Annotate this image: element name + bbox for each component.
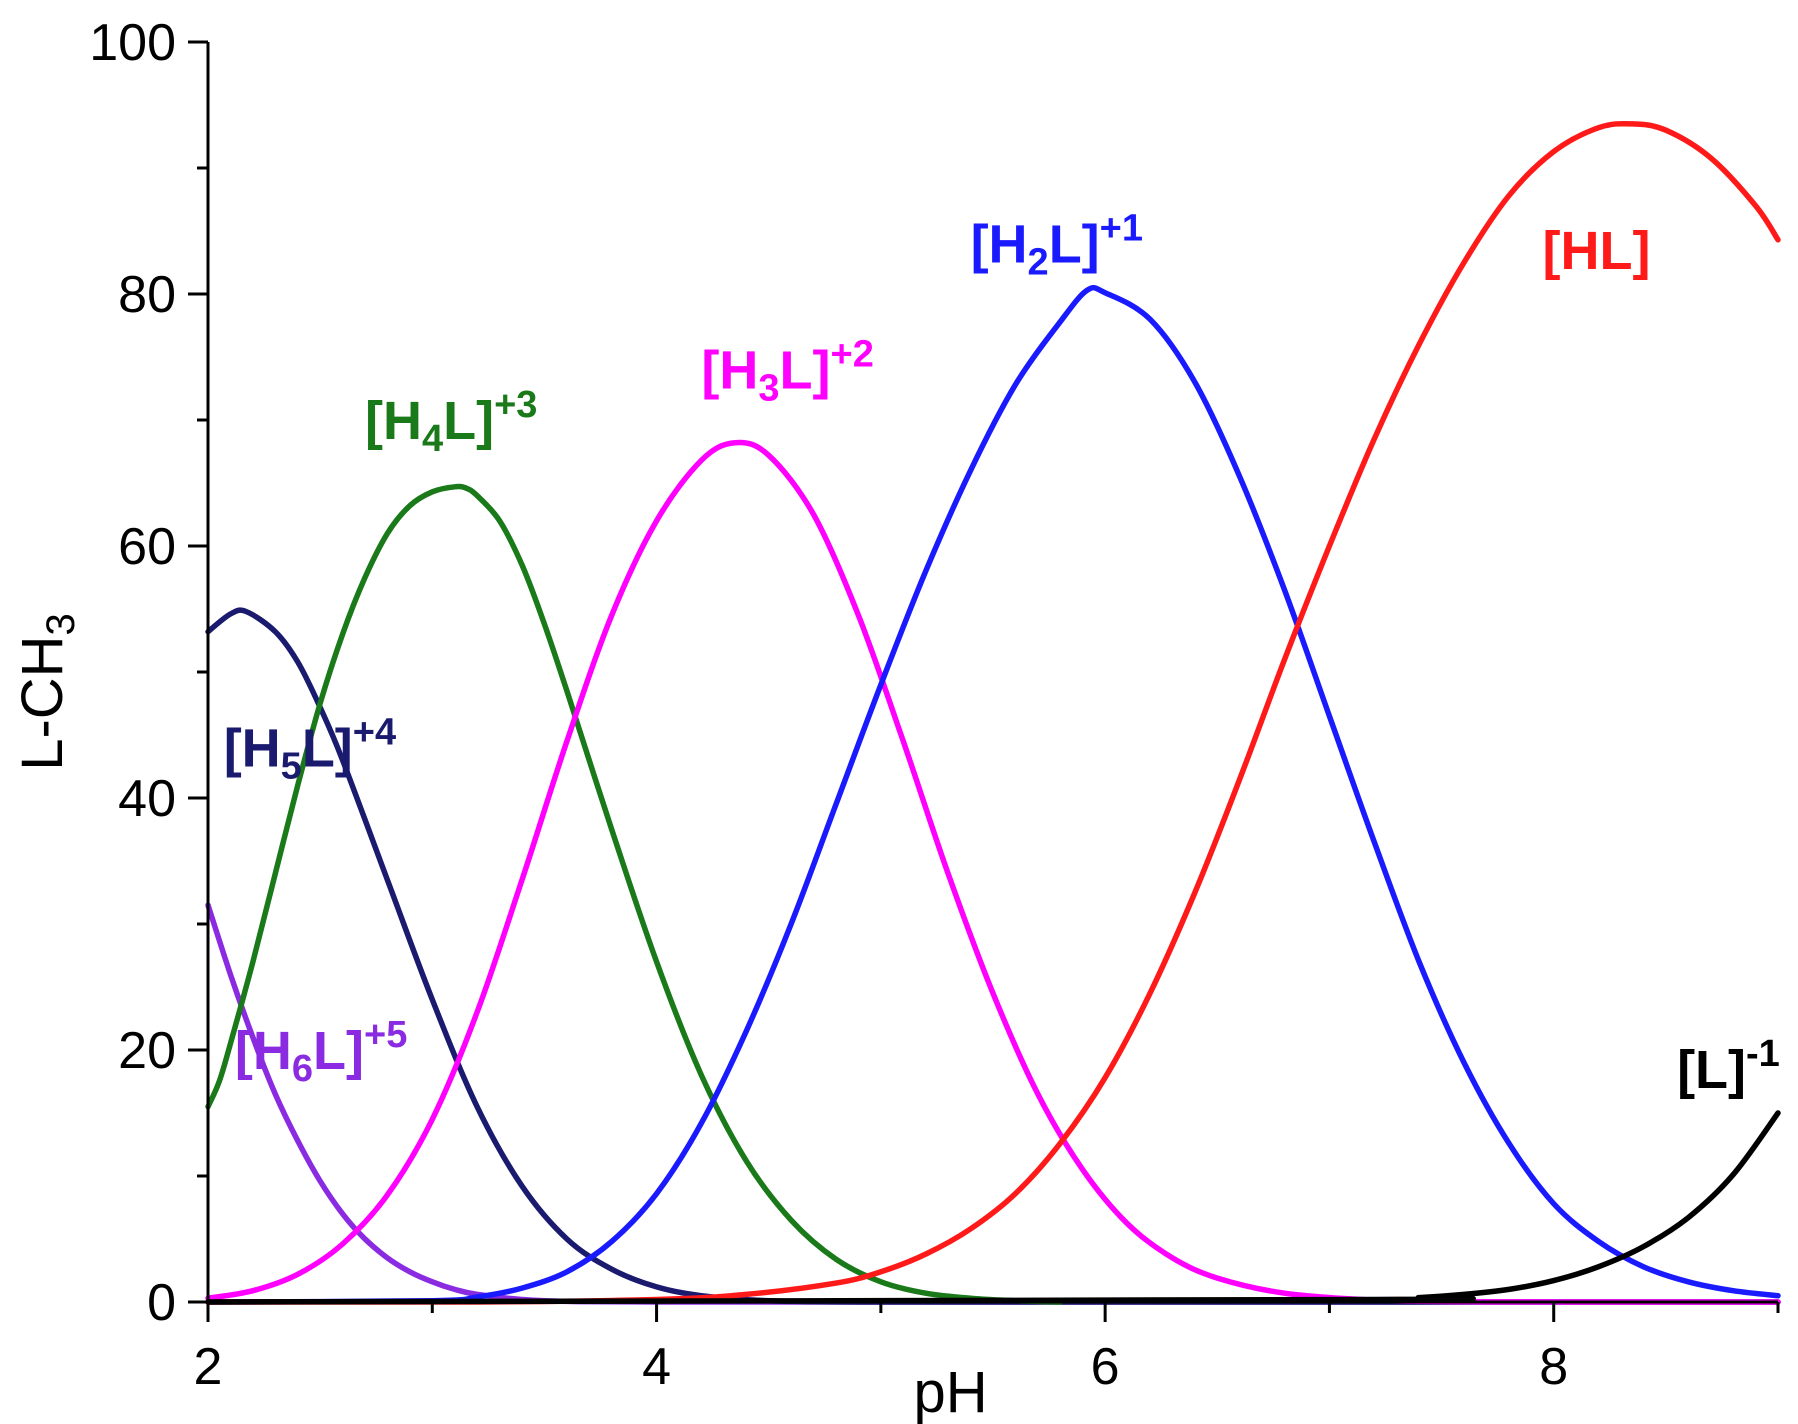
y-tick-label: 60 bbox=[118, 518, 176, 576]
species-label-h5l-4: [H5L]+4 bbox=[224, 712, 396, 788]
y-tick-label: 40 bbox=[118, 770, 176, 828]
species-label-h6l-5: [H6L]+5 bbox=[235, 1014, 407, 1090]
y-axis-title-main: L-CH bbox=[10, 635, 75, 770]
species-label-hl: [HL] bbox=[1543, 221, 1651, 281]
y-tick-label: 20 bbox=[118, 1022, 176, 1080]
y-axis-title-sub: 3 bbox=[39, 613, 83, 635]
series-line-h6l-5 bbox=[205, 902, 1781, 1305]
y-tick-label: 0 bbox=[147, 1274, 176, 1332]
x-tick-label: 6 bbox=[1091, 1338, 1120, 1396]
ticks: 0 20 40 60 80 100 2 4 6 8 bbox=[89, 14, 1780, 1396]
x-tick-label: 4 bbox=[642, 1338, 671, 1396]
series-line-h3l-2 bbox=[205, 439, 1781, 1305]
species-label-h2l-1: [H2L]+1 bbox=[971, 208, 1143, 284]
species-label-l-1: [L]-1 bbox=[1677, 1033, 1780, 1100]
y-tick-label: 80 bbox=[118, 266, 176, 324]
species-labels: [H6L]+5 [H5L]+4 [H4L]+3 [H3L]+2 [H2L]+1 [HL] [… bbox=[224, 208, 1780, 1100]
x-tick-label: 8 bbox=[1539, 1338, 1568, 1396]
x-tick-label: 2 bbox=[194, 1338, 223, 1396]
series-line-l-1 bbox=[205, 1110, 1781, 1305]
series-line-h2l-1 bbox=[205, 284, 1781, 1305]
series-line-hl bbox=[205, 120, 1781, 1305]
x-axis-title: pH bbox=[913, 1360, 987, 1424]
species-label-h4l-3: [H4L]+3 bbox=[365, 384, 537, 460]
series-line-h4l-3 bbox=[205, 483, 1064, 1305]
series-line-h5l-4 bbox=[205, 607, 1781, 1305]
species-label-h3l-2: [H3L]+2 bbox=[701, 334, 873, 410]
plot-lines bbox=[205, 120, 1781, 1305]
y-tick-label: 100 bbox=[89, 14, 176, 72]
y-axis-title: L-CH3 bbox=[10, 613, 83, 771]
